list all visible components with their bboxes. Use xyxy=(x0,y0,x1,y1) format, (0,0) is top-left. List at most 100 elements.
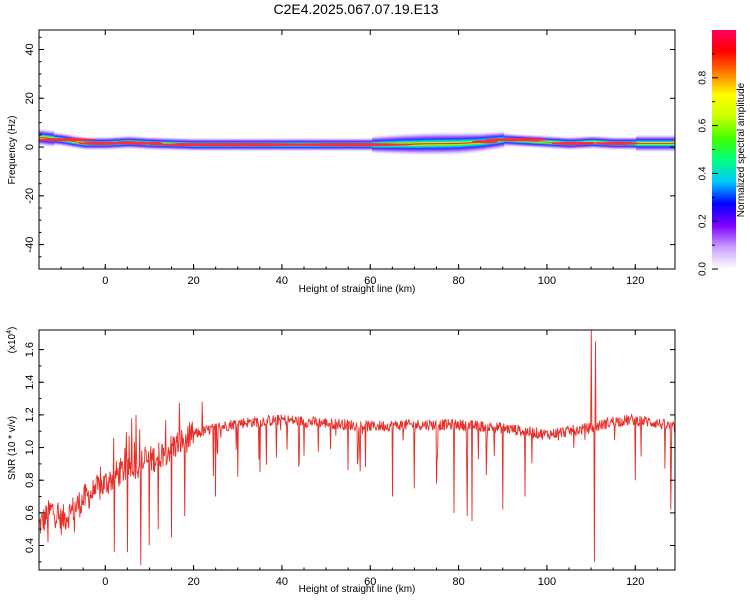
snr-y-axis-label: SNR (10 * v/v) xyxy=(7,416,18,480)
spectrogram-band-segment xyxy=(594,135,598,150)
spectrogram-y-tick-label: -40 xyxy=(24,237,36,253)
spectrogram-band-segment xyxy=(447,131,451,156)
snr-y-tick-label: 1.6 xyxy=(24,342,36,357)
spectrogram-band-segment xyxy=(549,135,553,150)
snr-x-tick-label: 120 xyxy=(626,576,644,588)
spectrogram-band-segment xyxy=(591,135,595,150)
spectrogram-band-segment xyxy=(543,135,547,149)
spectrogram-y-tick-label: 40 xyxy=(24,43,36,55)
spectrogram-y-tick-label: 0 xyxy=(24,144,36,150)
snr-y-tick-label: 0.4 xyxy=(24,538,36,553)
spectrogram-band-segment xyxy=(651,134,655,153)
spectrogram-peak xyxy=(131,141,150,145)
spectrogram-band-segment xyxy=(645,134,649,153)
spectrogram-axes: 0 20 40 60 80 100 120 40 20 0 -20 -40 xyxy=(24,30,675,287)
spectrogram-peak xyxy=(595,141,640,145)
snr-y-tick-label: 0.8 xyxy=(24,473,36,488)
spectrogram-band-segment xyxy=(468,131,472,155)
spectrogram-frame xyxy=(38,29,676,270)
colorbar-tick-label: 0.0 xyxy=(698,262,709,276)
spectrogram-band-segment xyxy=(411,132,415,156)
snr-x-axis-label: Height of straight line (km) xyxy=(299,584,416,595)
colorbar-label: Normalized spectral amplitude xyxy=(736,82,747,217)
snr-plot-area xyxy=(39,330,675,566)
spectrogram-band-segment xyxy=(462,131,466,155)
spectrogram-band-segment xyxy=(639,134,643,153)
spectrogram-band-segment xyxy=(540,134,544,149)
snr-y-tick-label: 1.4 xyxy=(24,375,36,390)
colorbar-ticks: 0.0 0.2 0.4 0.6 0.8 xyxy=(698,53,718,276)
spectrogram-band-segment xyxy=(75,135,79,150)
spectrogram-band-segment xyxy=(642,134,646,153)
spectrogram-band-segment xyxy=(666,134,670,153)
spectrogram-peak xyxy=(149,143,326,147)
snr-x-tick-label: 60 xyxy=(364,576,376,588)
colorbar-tick-label: 0.4 xyxy=(698,166,709,180)
spectrogram-band-segment xyxy=(597,135,601,150)
spectrogram-band-segment xyxy=(42,128,46,147)
spectrogram-band-segment xyxy=(663,134,667,153)
spectrogram-band-segment xyxy=(444,131,448,156)
spectrogram-band-segment xyxy=(420,132,424,156)
spectrogram-peak xyxy=(78,141,123,145)
spectrogram-band-segment xyxy=(648,134,652,153)
spectrogram-band-segment xyxy=(453,131,457,156)
spectrogram-band-segment xyxy=(423,132,427,156)
spectrogram-band-segment xyxy=(432,131,436,156)
spectrogram-band-segment xyxy=(471,131,475,154)
spectrogram-band-segment xyxy=(435,131,439,156)
colorbar-tick-label: 0.8 xyxy=(698,70,709,84)
spectrogram-band-segment xyxy=(438,131,442,156)
spectrogram-peak xyxy=(485,138,547,142)
spectrogram-plot-area xyxy=(39,128,675,156)
spectrogram-x-tick-label: 40 xyxy=(276,275,288,287)
colorbar-tick-label: 0.6 xyxy=(698,118,709,132)
spectrogram-band-segment xyxy=(48,129,52,148)
snr-frame xyxy=(38,329,676,571)
spectrogram-x-tick-label: 60 xyxy=(364,275,376,287)
spectrogram-x-tick-label: 120 xyxy=(626,275,644,287)
spectrogram-band-segment xyxy=(660,134,664,153)
spectrogram-band-segment xyxy=(672,134,675,153)
snr-x-tick-label: 0 xyxy=(102,576,108,588)
spectrogram-x-tick-label: 100 xyxy=(538,275,556,287)
spectrogram-x-axis-label: Height of straight line (km) xyxy=(299,284,416,295)
spectrogram-band-segment xyxy=(537,134,541,149)
spectrogram-x-tick-label: 20 xyxy=(187,275,199,287)
spectrogram-peak xyxy=(282,143,415,147)
spectrogram-band-segment xyxy=(657,134,661,153)
spectrogram-band-segment xyxy=(441,131,445,156)
spectrogram-band-segment xyxy=(456,131,460,156)
spectrogram-band-segment xyxy=(417,132,421,156)
spectrogram-band-segment xyxy=(552,135,556,150)
snr-line-series xyxy=(39,330,675,566)
spectrogram-band-segment xyxy=(78,135,82,150)
snr-axes: 0 20 40 60 80 100 120 0.4 0.6 0.8 1.0 1.2 1.4 1.6 xyxy=(24,330,675,588)
spectrogram-band-segment xyxy=(414,132,418,156)
spectrogram-band-segment xyxy=(429,131,433,156)
spectrogram-band-segment xyxy=(72,134,76,149)
spectrogram-band-segment xyxy=(45,129,49,147)
spectrogram-peak xyxy=(551,141,596,145)
snr-y-tick-label: 1.0 xyxy=(24,440,36,455)
spectrogram-band-segment xyxy=(669,134,673,153)
spectrogram-band-segment xyxy=(426,131,430,156)
colorbar xyxy=(712,30,736,269)
spectrogram-y-tick-label: 20 xyxy=(24,92,36,104)
snr-x-tick-label: 40 xyxy=(276,576,288,588)
spectrogram-band-segment xyxy=(546,135,550,150)
snr-x-tick-label: 100 xyxy=(538,576,556,588)
spectrogram-x-tick-label: 0 xyxy=(102,275,108,287)
spectrogram-peak xyxy=(471,140,499,144)
spectrogram-peak xyxy=(39,138,97,142)
colorbar-tick-label: 0.2 xyxy=(698,214,709,228)
spectrogram-band-segment xyxy=(534,134,538,149)
snr-x-tick-label: 20 xyxy=(187,576,199,588)
snr-y-tick-label: 1.2 xyxy=(24,407,36,422)
spectrogram-band-segment xyxy=(654,134,658,153)
spectrogram-band-segment xyxy=(450,131,454,156)
spectrogram-x-tick-label: 80 xyxy=(452,275,464,287)
spectrogram-band-segment xyxy=(531,134,535,149)
